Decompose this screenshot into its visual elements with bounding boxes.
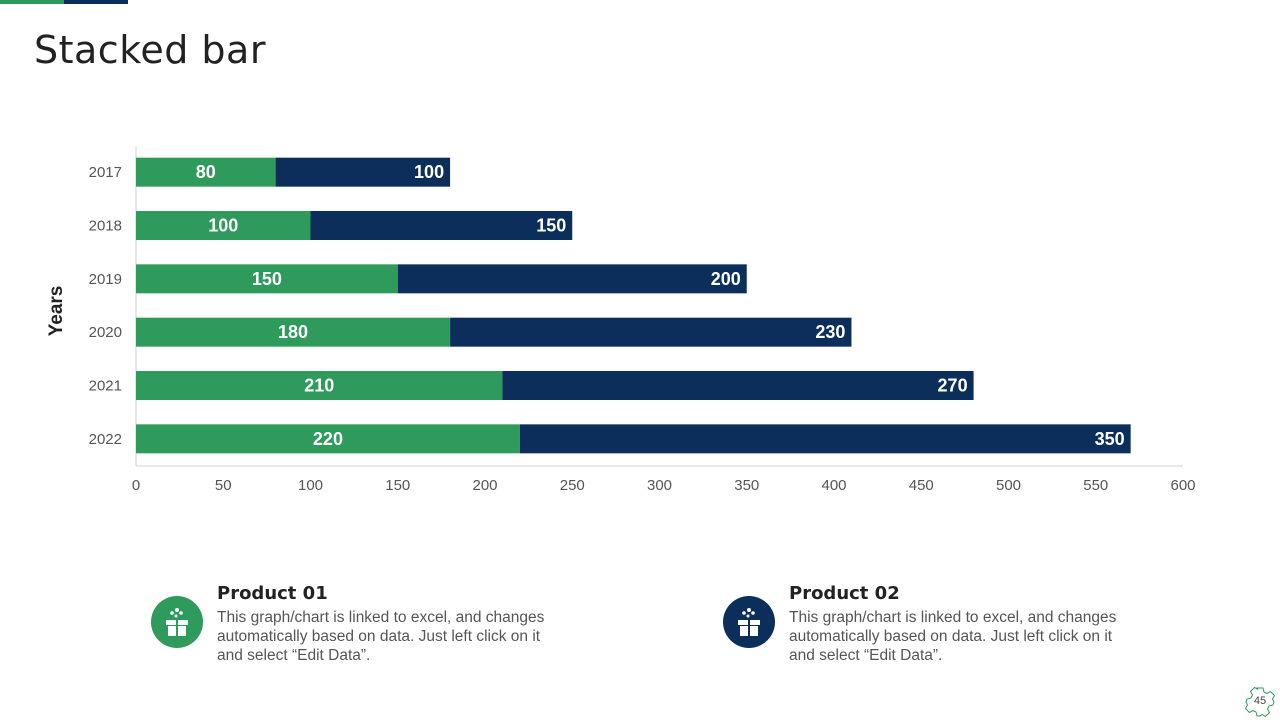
y-tick-label: 2020 xyxy=(89,324,122,341)
bar-segment xyxy=(519,424,1131,454)
bar-segment xyxy=(136,371,503,400)
data-label: 80 xyxy=(196,162,216,182)
x-tick-label: 50 xyxy=(215,477,232,494)
data-label: 100 xyxy=(208,216,238,236)
stacked-bar-chart: 0 50 100 150 200 250 300 350 400 450 500 550 600 2017… xyxy=(89,146,1196,494)
gear-icon xyxy=(1244,686,1276,718)
product-01-legend: Product 01 This graph/chart is linked to… xyxy=(151,583,567,665)
data-label: 230 xyxy=(815,322,845,342)
product-title: Product 01 xyxy=(217,583,328,604)
product-02-legend: Product 02 This graph/chart is linked to… xyxy=(723,583,1139,665)
product-description: This graph/chart is linked to excel, and… xyxy=(789,609,1117,664)
accent-bar-green xyxy=(0,0,64,4)
x-tick-label: 500 xyxy=(996,477,1021,494)
data-label: 100 xyxy=(414,162,444,182)
data-label: 220 xyxy=(313,429,343,449)
x-tick-label: 450 xyxy=(909,477,934,494)
bar-segment xyxy=(502,371,974,400)
gift-box-icon xyxy=(723,596,775,648)
bar-segment xyxy=(275,157,451,187)
data-label: 200 xyxy=(711,269,741,289)
bar-segment xyxy=(136,424,520,454)
bar-segment xyxy=(136,264,398,294)
product-description: This graph/chart is linked to excel, and… xyxy=(217,609,545,664)
data-label: 150 xyxy=(252,269,282,289)
accent-bar-navy xyxy=(64,0,128,4)
data-label: 180 xyxy=(278,322,308,342)
bar-segment xyxy=(136,317,451,347)
page-number: 45 xyxy=(1244,686,1276,718)
gift-box-icon xyxy=(151,596,203,648)
y-axis-label: Years xyxy=(46,285,67,337)
y-tick-label: 2021 xyxy=(89,378,122,395)
x-tick-label: 600 xyxy=(1170,477,1195,494)
bar-segment xyxy=(310,211,573,240)
data-label: 270 xyxy=(938,376,968,396)
y-tick-label: 2022 xyxy=(89,431,122,448)
bar-segment xyxy=(397,264,747,294)
page-title: Stacked bar xyxy=(34,28,266,72)
data-label: 350 xyxy=(1095,429,1125,449)
product-title: Product 02 xyxy=(789,583,900,604)
x-tick-label: 150 xyxy=(385,477,410,494)
x-tick-label: 100 xyxy=(298,477,323,494)
y-tick-label: 2018 xyxy=(89,218,122,235)
x-tick-label: 550 xyxy=(1083,477,1108,494)
x-tick-label: 250 xyxy=(560,477,585,494)
x-tick-label: 400 xyxy=(821,477,846,494)
x-tick-label: 300 xyxy=(647,477,672,494)
x-tick-label: 200 xyxy=(472,477,497,494)
bar-segment xyxy=(450,317,852,347)
y-tick-label: 2019 xyxy=(89,271,122,288)
data-label: 210 xyxy=(304,376,334,396)
bar-segment xyxy=(136,211,311,240)
x-tick-label: 350 xyxy=(734,477,759,494)
bar-segment xyxy=(136,157,276,187)
y-tick-label: 2017 xyxy=(89,164,122,181)
x-tick-label: 0 xyxy=(132,477,140,494)
data-label: 150 xyxy=(536,216,566,236)
